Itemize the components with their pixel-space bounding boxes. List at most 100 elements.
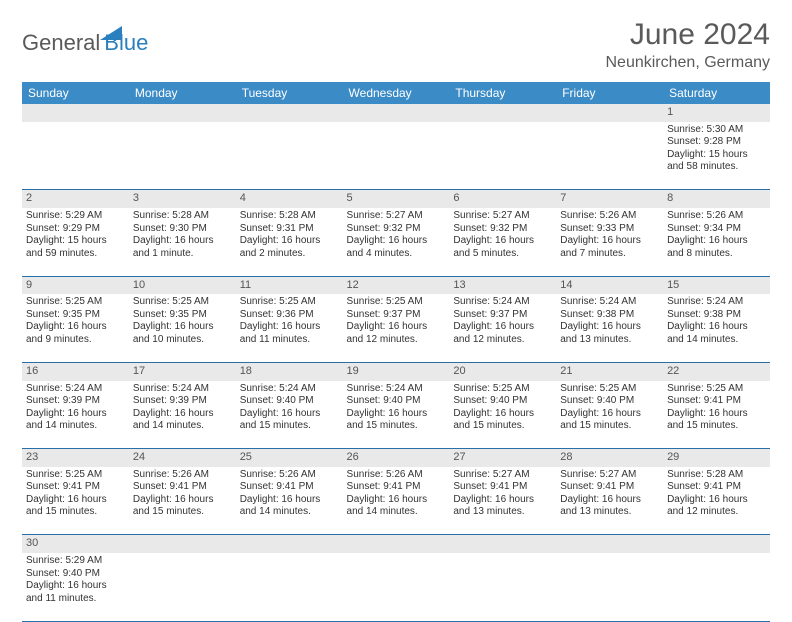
sunset-text: Sunset: 9:41 PM bbox=[453, 481, 552, 494]
sunrise-text: Sunrise: 5:25 AM bbox=[26, 469, 125, 482]
sunset-text: Sunset: 9:33 PM bbox=[560, 223, 659, 236]
sunrise-text: Sunrise: 5:24 AM bbox=[347, 383, 446, 396]
sunrise-text: Sunrise: 5:28 AM bbox=[240, 210, 339, 223]
sunrise-text: Sunrise: 5:30 AM bbox=[667, 124, 766, 137]
day-cell: Sunrise: 5:27 AMSunset: 9:32 PMDaylight:… bbox=[343, 208, 450, 276]
daylight-text: Daylight: 16 hours and 14 minutes. bbox=[347, 494, 446, 519]
sunrise-text: Sunrise: 5:25 AM bbox=[240, 296, 339, 309]
day-cell: Sunrise: 5:24 AMSunset: 9:40 PMDaylight:… bbox=[236, 381, 343, 449]
daynum-row: 1 bbox=[22, 104, 770, 122]
day-number: 7 bbox=[556, 190, 663, 208]
sunrise-text: Sunrise: 5:26 AM bbox=[347, 469, 446, 482]
day-cell bbox=[22, 122, 129, 190]
day-number: 21 bbox=[556, 362, 663, 380]
day-number: 20 bbox=[449, 362, 556, 380]
day-number bbox=[22, 104, 129, 122]
day-cell: Sunrise: 5:29 AMSunset: 9:40 PMDaylight:… bbox=[22, 553, 129, 621]
day-number: 17 bbox=[129, 362, 236, 380]
logo: General Blue bbox=[22, 18, 148, 59]
day-cell: Sunrise: 5:25 AMSunset: 9:41 PMDaylight:… bbox=[663, 381, 770, 449]
day-cell bbox=[129, 122, 236, 190]
day-number bbox=[556, 535, 663, 553]
sunrise-text: Sunrise: 5:27 AM bbox=[347, 210, 446, 223]
sunset-text: Sunset: 9:40 PM bbox=[560, 395, 659, 408]
day-cell bbox=[449, 553, 556, 621]
day-number: 29 bbox=[663, 449, 770, 467]
sunrise-text: Sunrise: 5:24 AM bbox=[26, 383, 125, 396]
day-number bbox=[449, 104, 556, 122]
daylight-text: Daylight: 16 hours and 15 minutes. bbox=[560, 408, 659, 433]
sunset-text: Sunset: 9:41 PM bbox=[560, 481, 659, 494]
day-cell bbox=[236, 122, 343, 190]
weekday-header: Monday bbox=[129, 82, 236, 104]
daylight-text: Daylight: 16 hours and 14 minutes. bbox=[667, 321, 766, 346]
day-cell: Sunrise: 5:28 AMSunset: 9:41 PMDaylight:… bbox=[663, 467, 770, 535]
sunset-text: Sunset: 9:36 PM bbox=[240, 309, 339, 322]
day-number: 13 bbox=[449, 276, 556, 294]
daynum-row: 2345678 bbox=[22, 190, 770, 208]
day-number: 28 bbox=[556, 449, 663, 467]
sunset-text: Sunset: 9:28 PM bbox=[667, 136, 766, 149]
daylight-text: Daylight: 16 hours and 14 minutes. bbox=[240, 494, 339, 519]
daylight-text: Daylight: 16 hours and 11 minutes. bbox=[26, 580, 125, 605]
day-cell: Sunrise: 5:24 AMSunset: 9:39 PMDaylight:… bbox=[129, 381, 236, 449]
daylight-text: Daylight: 16 hours and 15 minutes. bbox=[26, 494, 125, 519]
sunrise-text: Sunrise: 5:25 AM bbox=[560, 383, 659, 396]
sunset-text: Sunset: 9:41 PM bbox=[667, 481, 766, 494]
sunrise-text: Sunrise: 5:29 AM bbox=[26, 555, 125, 568]
daylight-text: Daylight: 16 hours and 13 minutes. bbox=[560, 494, 659, 519]
day-number: 26 bbox=[343, 449, 450, 467]
day-cell: Sunrise: 5:25 AMSunset: 9:40 PMDaylight:… bbox=[556, 381, 663, 449]
day-cell: Sunrise: 5:25 AMSunset: 9:35 PMDaylight:… bbox=[22, 294, 129, 362]
day-number: 27 bbox=[449, 449, 556, 467]
day-cell: Sunrise: 5:24 AMSunset: 9:38 PMDaylight:… bbox=[663, 294, 770, 362]
daylight-text: Daylight: 16 hours and 5 minutes. bbox=[453, 235, 552, 260]
daynum-row: 23242526272829 bbox=[22, 449, 770, 467]
day-number bbox=[236, 104, 343, 122]
day-cell: Sunrise: 5:26 AMSunset: 9:41 PMDaylight:… bbox=[129, 467, 236, 535]
daylight-text: Daylight: 16 hours and 12 minutes. bbox=[347, 321, 446, 346]
day-cell: Sunrise: 5:28 AMSunset: 9:31 PMDaylight:… bbox=[236, 208, 343, 276]
daylight-text: Daylight: 16 hours and 14 minutes. bbox=[26, 408, 125, 433]
daylight-text: Daylight: 16 hours and 12 minutes. bbox=[667, 494, 766, 519]
sunrise-text: Sunrise: 5:26 AM bbox=[667, 210, 766, 223]
header: General Blue June 2024 Neunkirchen, Germ… bbox=[22, 18, 770, 72]
day-cell: Sunrise: 5:25 AMSunset: 9:40 PMDaylight:… bbox=[449, 381, 556, 449]
day-number bbox=[556, 104, 663, 122]
sunset-text: Sunset: 9:40 PM bbox=[453, 395, 552, 408]
weekday-header-row: Sunday Monday Tuesday Wednesday Thursday… bbox=[22, 82, 770, 104]
location: Neunkirchen, Germany bbox=[605, 54, 770, 72]
day-cell bbox=[236, 553, 343, 621]
sunrise-text: Sunrise: 5:25 AM bbox=[453, 383, 552, 396]
day-cell: Sunrise: 5:30 AMSunset: 9:28 PMDaylight:… bbox=[663, 122, 770, 190]
weekday-header: Wednesday bbox=[343, 82, 450, 104]
sunset-text: Sunset: 9:32 PM bbox=[453, 223, 552, 236]
day-cell: Sunrise: 5:24 AMSunset: 9:39 PMDaylight:… bbox=[22, 381, 129, 449]
sunset-text: Sunset: 9:41 PM bbox=[26, 481, 125, 494]
day-cell: Sunrise: 5:25 AMSunset: 9:37 PMDaylight:… bbox=[343, 294, 450, 362]
day-number: 23 bbox=[22, 449, 129, 467]
sunset-text: Sunset: 9:37 PM bbox=[453, 309, 552, 322]
logo-text-2: Blue bbox=[104, 30, 148, 56]
day-cell: Sunrise: 5:28 AMSunset: 9:30 PMDaylight:… bbox=[129, 208, 236, 276]
day-number: 24 bbox=[129, 449, 236, 467]
day-cell: Sunrise: 5:27 AMSunset: 9:41 PMDaylight:… bbox=[556, 467, 663, 535]
day-number: 3 bbox=[129, 190, 236, 208]
daylight-text: Daylight: 16 hours and 8 minutes. bbox=[667, 235, 766, 260]
day-number: 25 bbox=[236, 449, 343, 467]
sunset-text: Sunset: 9:40 PM bbox=[347, 395, 446, 408]
daynum-row: 9101112131415 bbox=[22, 276, 770, 294]
title-block: June 2024 Neunkirchen, Germany bbox=[605, 18, 770, 72]
day-cell bbox=[343, 553, 450, 621]
sunrise-text: Sunrise: 5:25 AM bbox=[26, 296, 125, 309]
daylight-text: Daylight: 16 hours and 7 minutes. bbox=[560, 235, 659, 260]
week-row: Sunrise: 5:24 AMSunset: 9:39 PMDaylight:… bbox=[22, 381, 770, 449]
sunrise-text: Sunrise: 5:26 AM bbox=[240, 469, 339, 482]
week-row: Sunrise: 5:29 AMSunset: 9:29 PMDaylight:… bbox=[22, 208, 770, 276]
sunrise-text: Sunrise: 5:28 AM bbox=[667, 469, 766, 482]
day-number: 12 bbox=[343, 276, 450, 294]
weekday-header: Saturday bbox=[663, 82, 770, 104]
day-number: 5 bbox=[343, 190, 450, 208]
day-number: 30 bbox=[22, 535, 129, 553]
sunset-text: Sunset: 9:35 PM bbox=[133, 309, 232, 322]
